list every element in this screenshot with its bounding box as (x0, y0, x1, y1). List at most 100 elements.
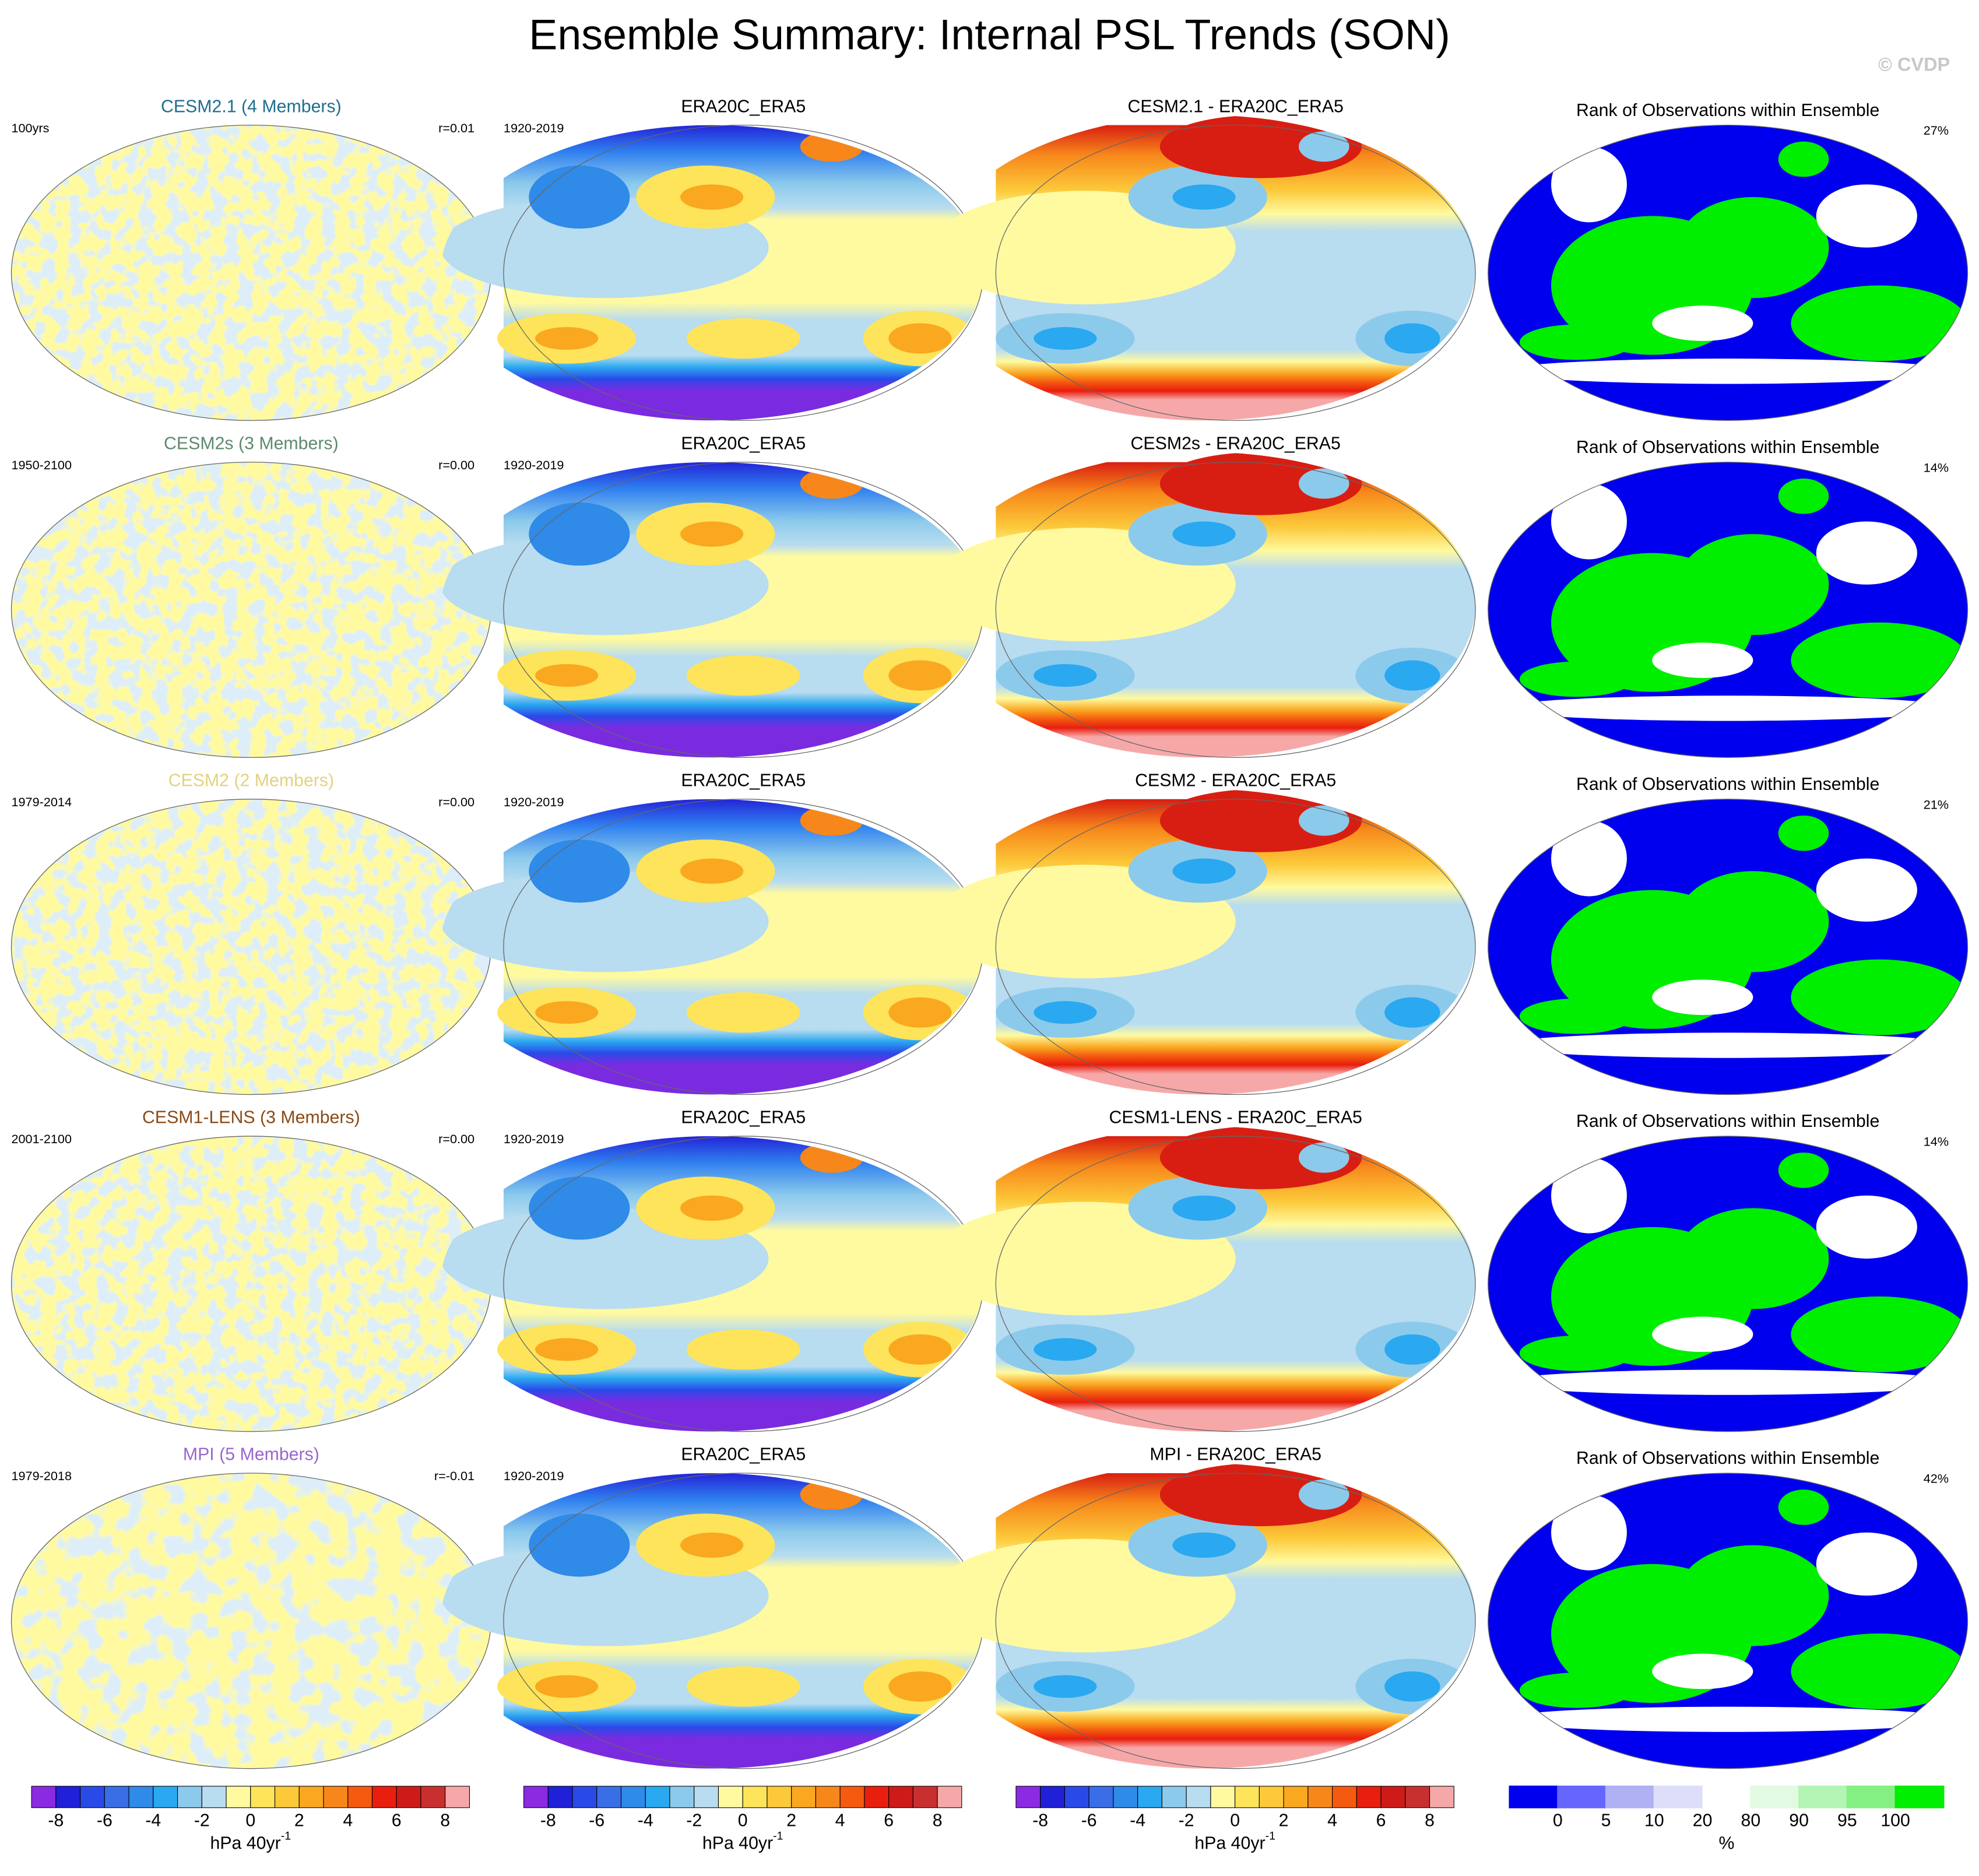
map-region (1384, 1671, 1440, 1702)
map (11, 125, 491, 421)
colorbar-box (669, 1786, 695, 1808)
colorbar-box (1186, 1786, 1211, 1808)
figure-title: Ensemble Summary: Internal PSL Trends (S… (529, 10, 1450, 59)
model-title: CESM2.1 (4 Members) (161, 97, 342, 116)
map (1488, 799, 1968, 1095)
pattern-correlation: r=-0.01 (434, 1469, 474, 1483)
colorbar-box (1161, 1786, 1187, 1808)
colorbar-box (347, 1786, 373, 1808)
colorbar-tick-label: -4 (1130, 1811, 1145, 1831)
map-region (1298, 1142, 1349, 1173)
map-region (1519, 324, 1633, 360)
map-region (1159, 1126, 1362, 1189)
map-field (11, 1136, 491, 1432)
colorbar-tick-label: 4 (343, 1811, 353, 1831)
colorbar-box (864, 1786, 890, 1808)
period-label: 2001-2100 (11, 1132, 72, 1146)
colorbar-box (1137, 1786, 1162, 1808)
colorbar-unit: hPa 40yr-1 (210, 1830, 291, 1853)
colorbar-box (1702, 1786, 1751, 1808)
map-region (1384, 660, 1440, 691)
map-region (686, 992, 800, 1033)
map-region (1172, 1532, 1236, 1558)
map-region (686, 1329, 800, 1370)
colorbar-box (694, 1786, 719, 1808)
map-region (535, 327, 599, 350)
map-region (1034, 664, 1097, 687)
map (933, 1126, 1476, 1432)
map-outline (995, 124, 1476, 421)
colorbar-box (1235, 1786, 1260, 1808)
unit-base: hPa 40yr (1194, 1834, 1265, 1853)
map-region (1677, 1545, 1829, 1646)
map-outline (1488, 1473, 1969, 1769)
map-region (888, 323, 952, 354)
map-region (800, 1479, 863, 1510)
rank-title: Rank of Observations within Ensemble (1576, 438, 1879, 457)
map-region (1677, 197, 1829, 298)
obs-title: ERA20C_ERA5 (681, 771, 806, 791)
colorbar-box (396, 1786, 421, 1808)
colorbar-box (815, 1786, 841, 1808)
map-region (800, 1142, 863, 1173)
map-region (888, 1671, 952, 1702)
map-region (800, 468, 863, 499)
map-region (1384, 997, 1440, 1028)
colorbar-box (1653, 1785, 1703, 1808)
map-region (1384, 1334, 1440, 1365)
colorbar-box (298, 1786, 324, 1808)
diff-title: CESM1-LENS - ERA20C_ERA5 (1109, 1108, 1362, 1127)
colorbar-tick-label: 4 (835, 1811, 845, 1831)
map (1488, 1136, 1968, 1432)
map (11, 1136, 491, 1432)
map-region (1159, 452, 1362, 515)
map-region (1652, 642, 1753, 678)
colorbar-box (177, 1786, 202, 1808)
colorbar-tick-label: -8 (540, 1811, 556, 1831)
colorbar-tick-label: -2 (194, 1811, 210, 1831)
colorbar-box (128, 1786, 154, 1808)
colorbar-box (420, 1786, 446, 1808)
map-region (888, 1334, 952, 1365)
obs-title: ERA20C_ERA5 (681, 434, 806, 453)
period-label: 1920-2019 (504, 458, 564, 472)
map (440, 799, 983, 1095)
pattern-correlation: r=0.00 (438, 458, 474, 472)
map-field (11, 1473, 491, 1769)
map-region (1778, 478, 1829, 514)
map (933, 1463, 1476, 1769)
map-outline (1488, 124, 1969, 421)
colorbar-tick-label: 8 (1425, 1811, 1435, 1831)
model-title: MPI (5 Members) (183, 1445, 319, 1464)
model-title: CESM2 (2 Members) (168, 771, 335, 791)
map (11, 462, 491, 758)
map-region (1172, 184, 1236, 210)
colorbar-box (1210, 1786, 1236, 1808)
colorbar-box (1380, 1786, 1406, 1808)
rank-title: Rank of Observations within Ensemble (1576, 1112, 1879, 1131)
colorbar-box (1605, 1785, 1655, 1808)
period-label: 1920-2019 (504, 121, 564, 135)
map (11, 799, 491, 1095)
map-region (1551, 820, 1627, 897)
colorbar-unit: hPa 40yr-1 (702, 1830, 783, 1853)
map-region (680, 1195, 744, 1221)
rank-title: Rank of Observations within Ensemble (1576, 1449, 1879, 1468)
colorbar-box (1283, 1786, 1309, 1808)
model-title: CESM2s (3 Members) (164, 434, 339, 453)
colorbar-tick-label: 0 (245, 1811, 255, 1831)
map-region (1778, 1153, 1829, 1188)
map-region (535, 1675, 599, 1698)
colorbar-box (912, 1786, 938, 1808)
unit-base: hPa 40yr (210, 1834, 280, 1853)
colorbar-tick-label: 100 (1880, 1811, 1910, 1831)
colorbar-unit: % (1718, 1834, 1734, 1853)
colorbar-tick-label: 20 (1693, 1811, 1713, 1831)
map (1488, 125, 1968, 421)
map-region (1778, 815, 1829, 851)
colorbar-box (31, 1786, 57, 1808)
colorbar-box (888, 1786, 913, 1808)
rank-percent: 42% (1924, 1471, 1949, 1486)
map-region (1551, 1157, 1627, 1234)
colorbar-tick-label: -2 (686, 1811, 702, 1831)
